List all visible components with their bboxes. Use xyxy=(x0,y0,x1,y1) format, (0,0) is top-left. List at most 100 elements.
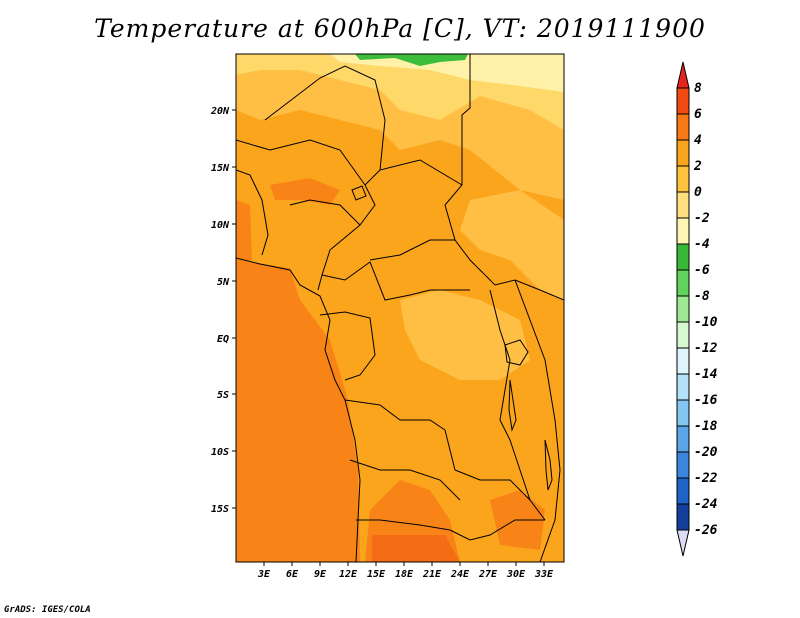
colorbar-segment xyxy=(676,451,690,479)
lon-label: 12E xyxy=(339,569,358,580)
colorbar-label: -16 xyxy=(694,393,718,408)
colorbar-segment xyxy=(676,87,690,115)
lon-tick: 27E xyxy=(478,562,498,580)
border-zambia xyxy=(454,469,531,501)
colorbar-segment xyxy=(676,269,690,297)
colorbar-label: -10 xyxy=(694,315,718,330)
colorbar-segment xyxy=(676,425,690,453)
lon-label: 30E xyxy=(506,569,526,580)
coastline-west xyxy=(236,257,361,562)
border-east-lakes xyxy=(489,289,546,521)
colorbar-segment xyxy=(676,399,690,427)
colorbar-label: -18 xyxy=(694,419,718,434)
colorbar-label: -26 xyxy=(694,523,718,538)
colorbar-segment xyxy=(676,243,690,271)
lat-tick: EQ xyxy=(217,334,236,345)
lat-tick: 5N xyxy=(217,277,236,288)
lon-label: 24E xyxy=(450,569,470,580)
border-north xyxy=(264,65,386,291)
lon-tick: 33E xyxy=(534,562,554,580)
map-title: Temperature at 600hPa [C], VT: 201911190… xyxy=(94,14,706,43)
colorbar-label: 4 xyxy=(694,133,702,148)
field-west-warm xyxy=(236,260,360,562)
lat-label: 5N xyxy=(217,277,230,288)
border-congo-north xyxy=(321,261,470,301)
colorbar-segment xyxy=(676,139,690,167)
colorbar-label: -8 xyxy=(694,289,710,304)
colorbar-label: -4 xyxy=(694,237,710,252)
field-east-2b xyxy=(400,290,530,380)
colorbar-label: -20 xyxy=(694,445,718,460)
border-chad-sudan xyxy=(379,159,463,186)
grads-credit: GrADS: IGES/COLA xyxy=(4,605,91,615)
lon-tick: 15E xyxy=(367,562,386,580)
lake-victoria xyxy=(504,339,529,366)
colorbar-segment xyxy=(676,347,690,375)
lat-label: 10S xyxy=(211,447,229,458)
border-sahel xyxy=(236,139,366,186)
border-nigeria xyxy=(289,199,361,226)
colorbar-segment xyxy=(676,113,690,141)
border-east-coast xyxy=(514,279,561,562)
lon-tick: 21E xyxy=(422,562,442,580)
lon-tick: 6E xyxy=(286,562,299,580)
borders xyxy=(236,54,564,562)
map-frame xyxy=(235,53,565,563)
colorbar-label: -22 xyxy=(694,471,718,486)
colorbar-label: 2 xyxy=(693,159,702,174)
lon-label: 3E xyxy=(257,569,271,580)
lon-label: 33E xyxy=(534,569,554,580)
lon-tick: 30E xyxy=(506,562,526,580)
lake-chad xyxy=(351,185,367,201)
colorbar-label: -14 xyxy=(694,367,718,382)
lon-tick: 3E xyxy=(257,562,271,580)
lon-label: 6E xyxy=(286,569,299,580)
colorbar-segment xyxy=(676,503,690,531)
border-angola xyxy=(349,459,461,501)
border-namibia xyxy=(356,519,451,531)
lon-label: 21E xyxy=(422,569,442,580)
border-gabon xyxy=(319,311,376,381)
colorbar: 8 6 4 2 0 -2 -4 -6 -8 -10 -12 -14 -16 -1… xyxy=(676,61,718,557)
lon-axis: 3E 6E 9E 12E 15E 18E 21E 24E 27E 30E 33E xyxy=(257,562,554,580)
lat-tick: 15N xyxy=(211,163,236,174)
field-sw-6 xyxy=(236,470,268,545)
lake-tanganyika xyxy=(508,379,517,432)
border-southern xyxy=(449,519,545,541)
border-drc-west xyxy=(344,399,456,471)
lat-tick: 5S xyxy=(217,390,236,401)
colorbar-label: -24 xyxy=(694,497,718,512)
lat-label: 5S xyxy=(217,390,229,401)
field-sahel-6 xyxy=(270,178,340,205)
lon-tick: 12E xyxy=(339,562,358,580)
lake-malawi xyxy=(544,439,553,491)
border-car xyxy=(369,239,455,261)
field-south-8 xyxy=(372,535,460,562)
colorbar-segment xyxy=(676,295,690,323)
colorbar-segment xyxy=(676,321,690,349)
colorbar-top-arrow xyxy=(676,61,690,89)
lat-tick: 10N xyxy=(211,220,236,231)
lon-tick: 24E xyxy=(450,562,470,580)
colorbar-label: -2 xyxy=(694,211,710,226)
field-cold-spot xyxy=(355,54,468,66)
colorbar-segment xyxy=(676,477,690,505)
lat-label: 15S xyxy=(211,504,229,515)
lon-tick: 18E xyxy=(395,562,414,580)
temperature-field xyxy=(236,54,564,562)
colorbar-bottom-arrow xyxy=(676,529,690,557)
colorbar-label: -12 xyxy=(694,341,718,356)
lat-label: 15N xyxy=(211,163,230,174)
field-north-m2 xyxy=(330,54,564,92)
colorbar-segment xyxy=(676,217,690,245)
lon-label: 18E xyxy=(395,569,414,580)
lon-label: 27E xyxy=(478,569,498,580)
lat-label: EQ xyxy=(217,334,229,345)
lat-axis: 20N 15N 10N 5N EQ 5S 10S 15S xyxy=(210,106,236,515)
lon-label: 15E xyxy=(367,569,386,580)
field-east-2 xyxy=(460,190,564,300)
colorbar-segment xyxy=(676,191,690,219)
border-west-africa xyxy=(236,169,269,256)
field-wcoast-6 xyxy=(236,200,252,262)
